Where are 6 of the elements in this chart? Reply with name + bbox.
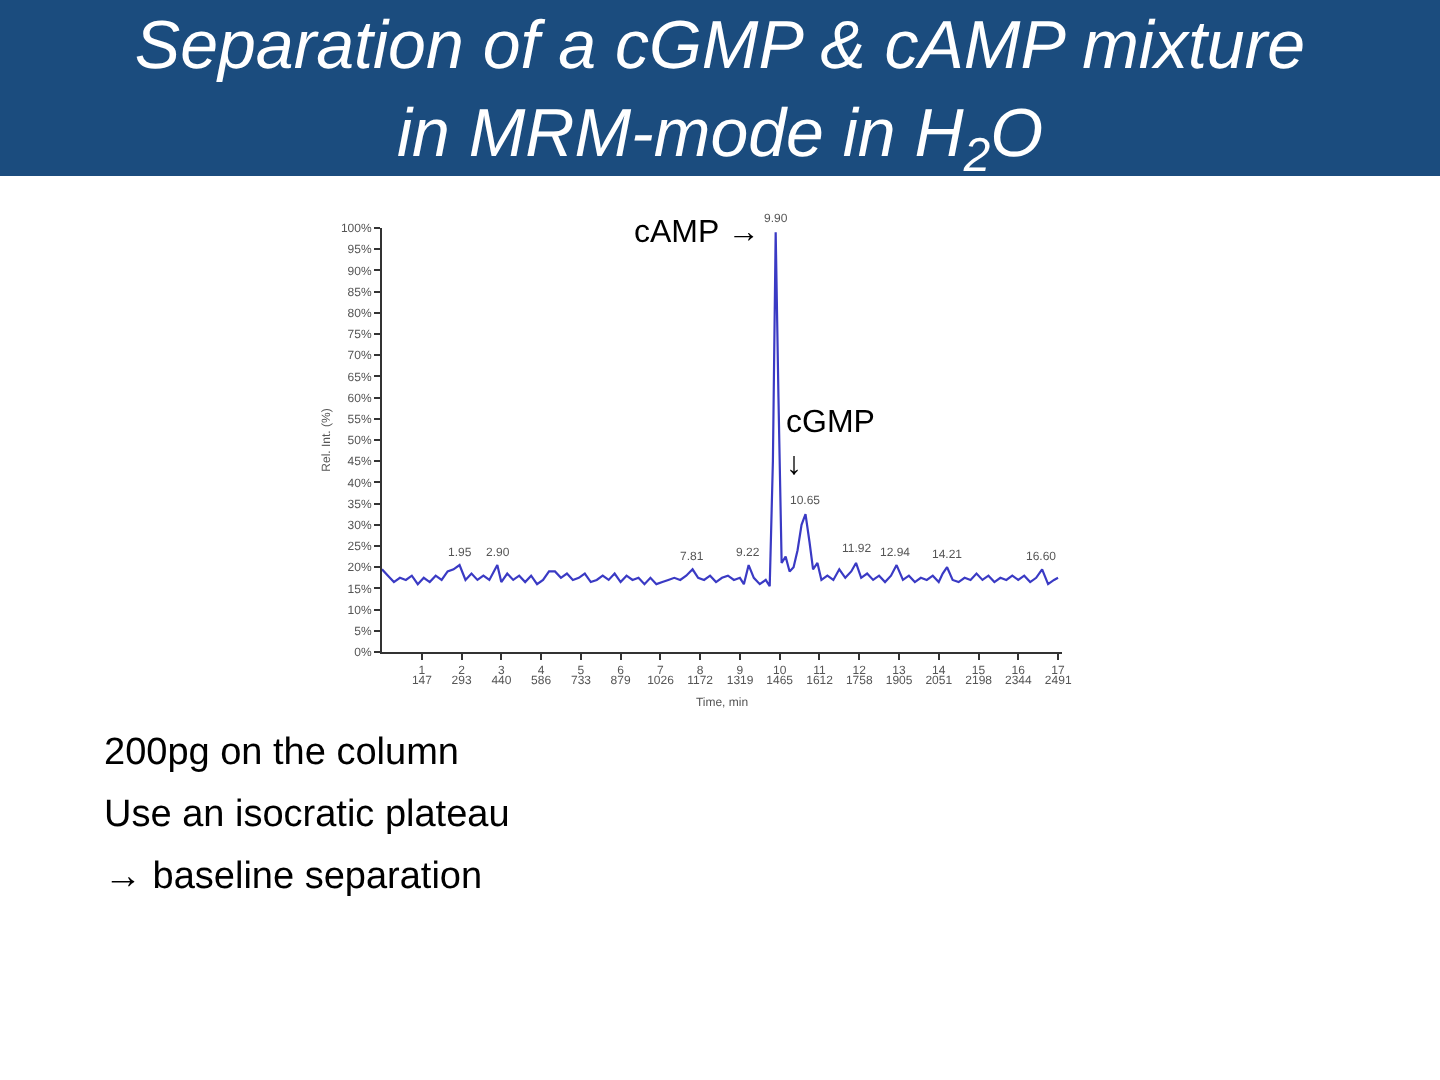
- annotation: cAMP →: [634, 216, 760, 250]
- text: → baseline separation: [104, 856, 483, 898]
- chart-title: Separation of a cGMP & cAMP mixture in MRM-mode in H$_{2}$O: [134, 8, 1306, 183]
- text: 200pg on the column: [104, 732, 459, 774]
- text: Use an isocratic plateau: [104, 794, 510, 836]
- annotation: cGMP ↓: [786, 406, 875, 482]
